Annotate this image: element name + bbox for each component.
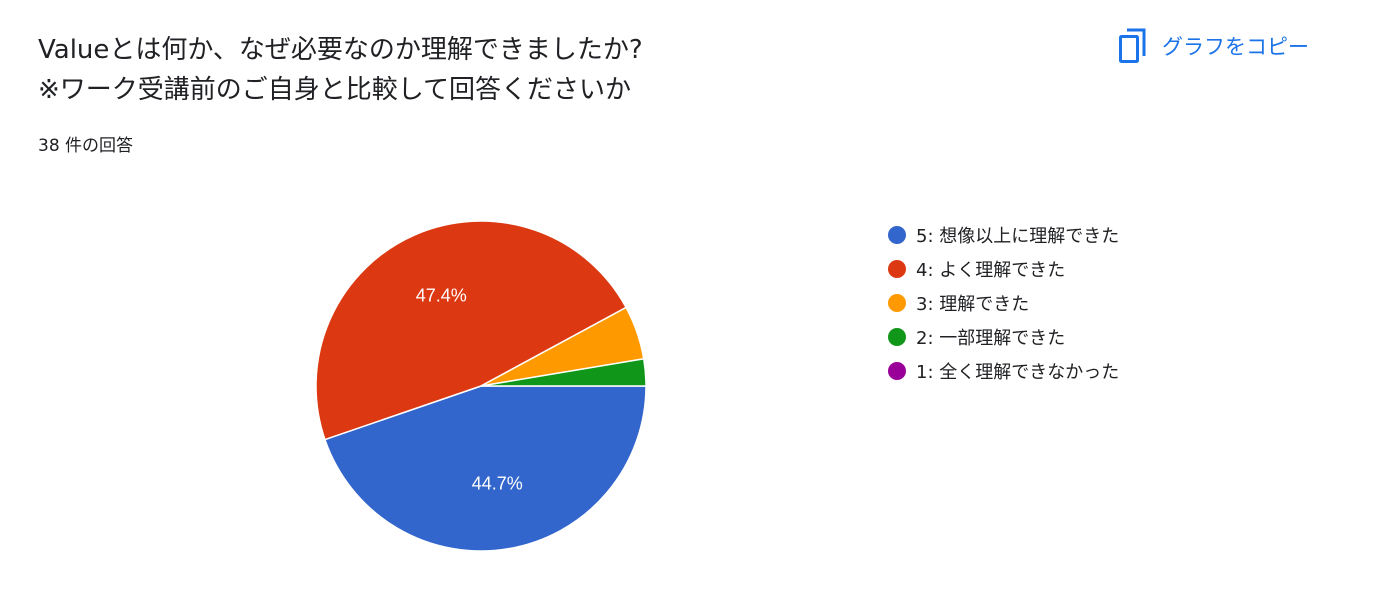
- pie-slice-5[interactable]: [323, 385, 647, 552]
- legend-item[interactable]: 5: 想像以上に理解できた: [888, 218, 1119, 252]
- legend-swatch: [888, 260, 906, 278]
- legend-label: 3: 理解できた: [916, 294, 1030, 315]
- legend-item[interactable]: 1: 全く理解できなかった: [888, 354, 1119, 388]
- legend-swatch: [888, 226, 906, 244]
- copy-chart-button[interactable]: グラフをコピー: [1118, 28, 1309, 64]
- pie-slice-4[interactable]: [315, 220, 628, 441]
- slice-percent-label: 47.4%: [416, 285, 467, 305]
- legend-label: 5: 想像以上に理解できた: [916, 226, 1120, 247]
- title-line-2: ※ワーク受講前のご自身と比較して回答くださいか: [38, 75, 632, 105]
- title-line-1: Valueとは何か、なぜ必要なのか理解できましたか?: [38, 35, 643, 65]
- response-count: 38 件の回答: [38, 136, 134, 156]
- copy-icon: [1119, 28, 1146, 63]
- chart-title: Valueとは何か、なぜ必要なのか理解できましたか? ※ワーク受講前のご自身と比…: [38, 30, 643, 110]
- legend-label: 2: 一部理解できた: [916, 328, 1066, 349]
- legend-swatch: [888, 294, 906, 312]
- legend-item[interactable]: 4: よく理解できた: [888, 252, 1119, 286]
- slice-percent-label: 44.7%: [472, 474, 523, 494]
- legend-swatch: [888, 362, 906, 380]
- legend-label: 4: よく理解できた: [916, 260, 1066, 281]
- legend-swatch: [888, 328, 906, 346]
- legend: 5: 想像以上に理解できた 4: よく理解できた 3: 理解できた 2: 一部理解でき…: [888, 218, 1119, 388]
- legend-label: 1: 全く理解できなかった: [916, 362, 1120, 383]
- copy-chart-label: グラフをコピー: [1162, 35, 1309, 59]
- legend-item[interactable]: 3: 理解できた: [888, 286, 1119, 320]
- pie-slice-2[interactable]: [480, 357, 647, 387]
- legend-item[interactable]: 2: 一部理解できた: [888, 320, 1119, 354]
